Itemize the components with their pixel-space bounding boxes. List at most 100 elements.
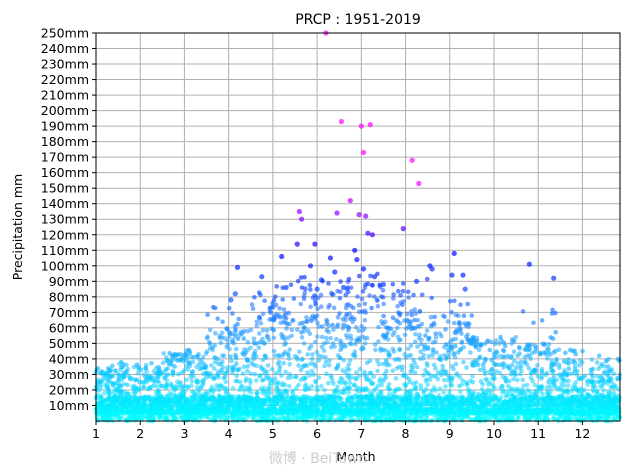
data-point [544, 416, 549, 422]
data-point [335, 362, 341, 368]
data-point [326, 323, 332, 328]
data-point [281, 360, 287, 366]
grid-lines [95, 32, 620, 421]
data-point [341, 390, 347, 396]
data-point [503, 406, 509, 412]
data-point [215, 373, 220, 378]
data-point [212, 355, 217, 360]
data-point [338, 375, 344, 381]
data-point [485, 387, 491, 393]
data-point [450, 401, 455, 406]
data-point [157, 394, 163, 400]
data-point [461, 359, 466, 365]
data-point [178, 409, 184, 415]
data-point [269, 367, 275, 372]
data-point [443, 395, 448, 400]
data-point [314, 350, 320, 355]
data-point [391, 296, 396, 301]
data-point [330, 341, 336, 346]
data-point [281, 307, 287, 312]
data-point [532, 349, 538, 355]
data-point [357, 366, 363, 372]
data-point [185, 401, 190, 406]
data-point [544, 370, 550, 376]
data-point [260, 311, 266, 317]
data-point [387, 391, 392, 397]
data-point [425, 363, 430, 368]
data-point [194, 385, 200, 390]
data-point [147, 414, 153, 420]
data-point [356, 404, 362, 410]
data-point [328, 373, 334, 379]
data-point [589, 357, 595, 362]
data-point [331, 327, 336, 332]
data-point [326, 408, 332, 414]
data-point [111, 373, 116, 378]
data-point [343, 416, 348, 421]
data-point [248, 371, 254, 377]
data-point [297, 349, 302, 355]
data-point [251, 336, 257, 342]
data-point [450, 364, 455, 369]
data-point [437, 386, 443, 392]
data-point [397, 357, 402, 363]
data-point [200, 354, 206, 360]
data-point [307, 346, 312, 351]
data-point [264, 328, 270, 333]
data-point [247, 403, 253, 408]
data-point [390, 397, 395, 403]
data-point [352, 353, 358, 359]
data-point [127, 375, 133, 381]
data-point [237, 387, 242, 393]
data-point [421, 372, 426, 378]
data-point [346, 367, 352, 372]
data-point [400, 364, 405, 370]
data-point [248, 390, 254, 395]
data-point [489, 366, 495, 372]
data-point [412, 370, 418, 375]
data-point [290, 390, 295, 396]
data-point [533, 415, 538, 421]
data-point [419, 418, 425, 423]
data-point [322, 387, 327, 393]
data-point [249, 360, 254, 366]
data-point [406, 295, 411, 300]
data-point [290, 317, 296, 323]
data-point [264, 417, 270, 423]
data-point [419, 337, 424, 343]
data-point [187, 414, 193, 420]
data-point [496, 397, 502, 403]
data-point [436, 393, 442, 398]
data-point [570, 416, 575, 422]
data-point [378, 390, 384, 395]
data-point [546, 342, 552, 347]
data-point [362, 336, 368, 341]
data-point [489, 371, 495, 377]
data-point [309, 414, 314, 420]
data-point [545, 356, 550, 361]
data-point [298, 301, 304, 307]
data-point [343, 344, 348, 349]
data-point [497, 418, 502, 423]
data-point [229, 358, 234, 364]
data-point [299, 335, 305, 340]
data-point [404, 406, 409, 411]
data-point [443, 384, 448, 389]
data-point [324, 335, 329, 341]
data-point [176, 371, 181, 377]
data-point [367, 370, 373, 376]
data-point [349, 395, 355, 400]
data-point [189, 379, 195, 384]
data-point [374, 415, 380, 421]
data-point [348, 358, 353, 363]
data-point [332, 388, 338, 394]
data-point [94, 410, 99, 416]
data-point [431, 362, 437, 368]
data-point [356, 328, 362, 334]
data-point [204, 335, 210, 341]
data-point [534, 345, 539, 350]
data-point [133, 416, 139, 422]
data-point [271, 335, 277, 341]
data-point [375, 298, 380, 303]
data-point [611, 390, 617, 396]
